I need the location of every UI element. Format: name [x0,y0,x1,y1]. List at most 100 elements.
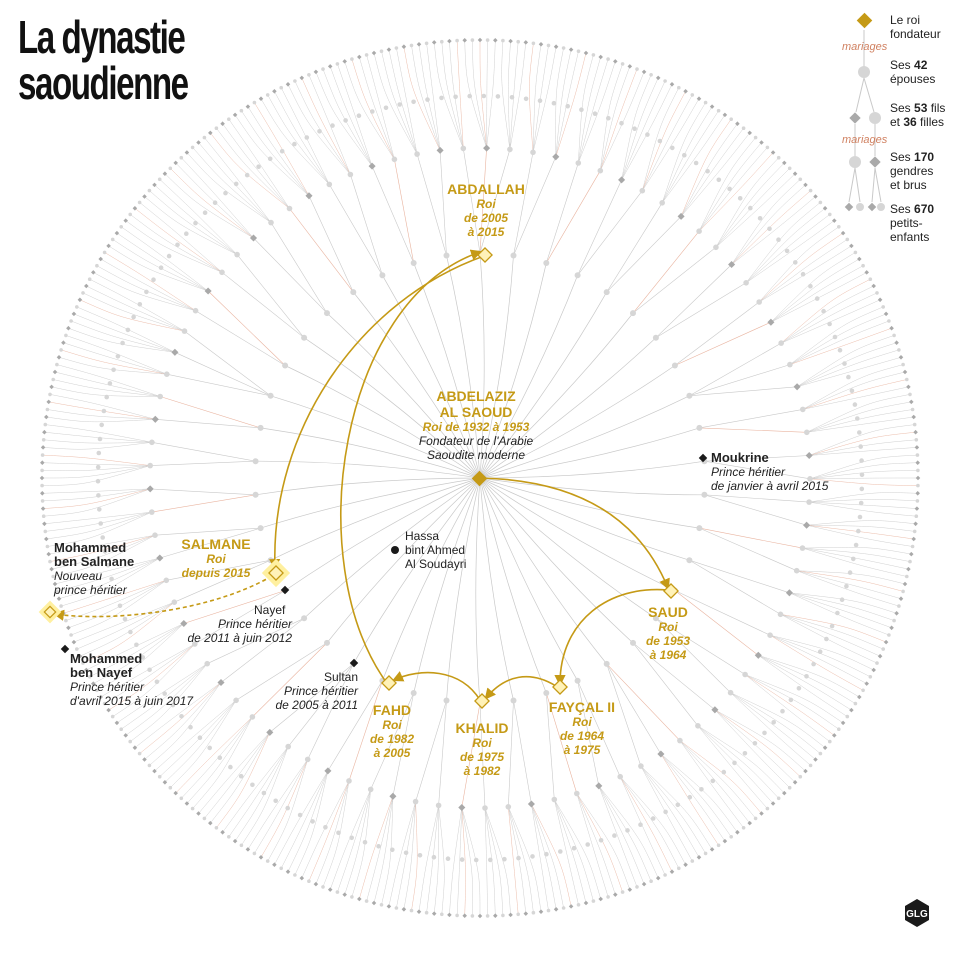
legend-marriages-1: mariages [842,41,888,53]
wife-dot [603,289,610,296]
grandchild-branch [254,759,308,854]
grandchild-branch [715,173,796,248]
grandchild-dot [485,914,490,918]
grandchild-branch [781,292,878,344]
son-diamond [151,415,159,423]
grandchild-dot [912,422,917,427]
inlaw-dot [184,231,189,236]
inlaw-dot [370,109,375,114]
wife-dot [696,525,703,532]
child-dot [639,187,646,194]
grandchild-diamond [91,270,96,275]
grandchild-branch [509,42,527,150]
wife-dot [671,362,678,369]
child-branch [183,590,286,624]
grandchild-diamond [285,82,291,87]
son-diamond [754,651,762,659]
grandchild-branch [759,232,844,303]
child-dot [677,737,683,744]
inlaw-dot [481,93,487,99]
grandchild-diamond [416,909,422,914]
grandchild-diamond [371,50,377,56]
grandchild-dot [741,826,746,830]
grandchild-branch [660,753,732,837]
child-branch [655,618,746,675]
inlaw-dot [238,773,244,779]
child-branch [327,680,383,772]
grandchild-branch [267,94,330,185]
sultan-node [349,658,359,668]
wife-branch [284,365,481,479]
grandchild-branch [301,780,350,879]
child-dot [551,796,558,803]
inlaw-dot [411,99,416,105]
inlaw-dot [811,661,816,667]
grandchild-branch [697,725,774,804]
grandchild-branch [770,634,874,671]
grandchild-branch [65,580,167,621]
grandchild-dot [798,774,803,779]
child-dot [152,532,158,538]
legend-founder-label: Le roi fondateur [890,13,956,41]
child-branch [704,460,811,480]
grandchild-branch [619,776,666,876]
wife-dot [630,310,636,317]
grandchild-branch [366,796,394,902]
inlaw-dot [96,493,101,498]
grandchild-dot [227,117,231,121]
grandchild-dot [455,913,459,918]
child-branch [151,494,256,513]
hassa-l3: Al Soudayri [405,557,467,571]
salmane-node [268,565,284,581]
inlaw-dot [846,374,851,380]
grandchild-branch [554,799,587,904]
child-branch [689,386,798,397]
grandchild-branch [464,40,487,149]
inlaw-dot [217,755,223,760]
grandchild-branch [802,547,912,555]
grandchild-branch [806,524,914,540]
grandchild-dot [48,559,52,564]
grandchild-branch [554,799,594,902]
child-branch [606,663,681,741]
grandchild-branch [797,357,902,388]
inlaw-dot [859,472,865,478]
wife-dot [324,639,330,646]
grandchild-dot [409,43,414,48]
son-diamond [711,706,719,714]
child-dot [597,167,604,174]
grandchild-diamond [123,733,128,738]
grandchild-branch [508,41,511,150]
grandchild-branch [789,320,889,365]
inlaw-dot [857,514,863,520]
grandchild-branch [241,110,310,196]
grandchild-branch [54,557,160,585]
king-abdallah-label: ABDALLAH Roi de 2005 à 2015 [447,181,525,239]
grandchild-branch [210,132,290,209]
grandchild-dot [914,514,919,518]
grandchild-dot [119,225,123,229]
grandchild-dot [59,604,63,608]
grandchild-dot [576,49,581,53]
khalid-l1: Roi [472,736,492,750]
grandchild-branch [315,71,373,167]
inlaw-dot [523,96,529,102]
nayef-node [280,585,290,595]
mbn-name-1: Mohammed [70,651,143,666]
grandchild-diamond [864,270,869,275]
king-faycal-label: FAYÇAL II Roi de 1964 à 1975 [549,699,615,757]
inlaw-dot [349,835,355,841]
inlaw-dot [273,798,279,804]
inlaw-dot [742,751,748,756]
inlaw-dot [619,120,624,126]
grandchild-branch [578,54,594,164]
wife-branch [260,427,481,479]
grandchild-branch [789,592,892,629]
grandchild-branch [770,258,860,323]
grandchild-dot [168,785,173,790]
grandchild-diamond [832,733,837,738]
grandchild-branch [731,184,806,265]
grandchild-dot [128,212,132,217]
grandchild-diamond [641,881,647,887]
inlaw-dot [417,853,423,858]
